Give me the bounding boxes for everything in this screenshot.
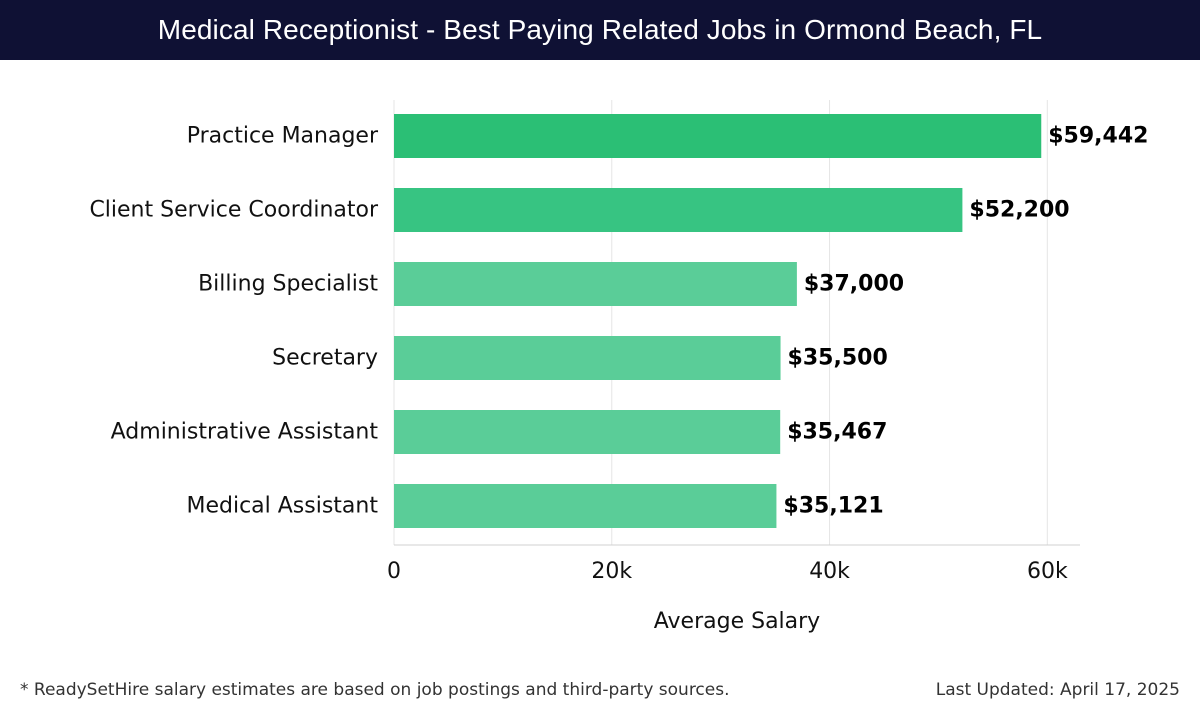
bars (394, 114, 1042, 528)
x-tick-labels: 0 20k 40k 60k (387, 559, 1068, 584)
value-label-3: $35,500 (788, 346, 888, 371)
last-updated: Last Updated: April 17, 2025 (935, 680, 1180, 700)
category-label-4: Administrative Assistant (111, 420, 379, 445)
salary-bar-chart: Practice Manager Client Service Coordinat… (89, 100, 1148, 634)
category-label-0: Practice Manager (187, 124, 379, 149)
page-title: Medical Receptionist - Best Paying Relat… (0, 0, 1200, 60)
value-label-5: $35,121 (783, 494, 883, 519)
x-tick-label-0: 0 (387, 559, 401, 584)
category-label-1: Client Service Coordinator (89, 198, 379, 223)
footer-note: * ReadySetHire salary estimates are base… (20, 680, 730, 700)
value-label-1: $52,200 (969, 198, 1069, 223)
bar-4 (394, 410, 781, 454)
bar-0 (394, 114, 1042, 158)
category-label-2: Billing Specialist (198, 272, 378, 297)
bar-3 (394, 336, 781, 380)
x-tick-label-3: 60k (1027, 559, 1068, 584)
category-label-5: Medical Assistant (186, 494, 378, 519)
value-label-4: $35,467 (787, 420, 887, 445)
grid-lines (393, 100, 1080, 546)
category-labels: Practice Manager Client Service Coordinat… (89, 124, 379, 519)
value-label-2: $37,000 (804, 272, 904, 297)
value-label-0: $59,442 (1048, 124, 1148, 149)
bar-2 (394, 262, 797, 306)
value-labels: $59,442 $52,200 $37,000 $35,500 $35,467 $35,1… (783, 124, 1148, 519)
bar-1 (394, 188, 963, 232)
x-tick-label-2: 40k (809, 559, 850, 584)
x-axis-title: Average Salary (654, 609, 820, 634)
bar-5 (394, 484, 777, 528)
category-label-3: Secretary (272, 346, 378, 371)
x-tick-label-1: 20k (591, 559, 632, 584)
